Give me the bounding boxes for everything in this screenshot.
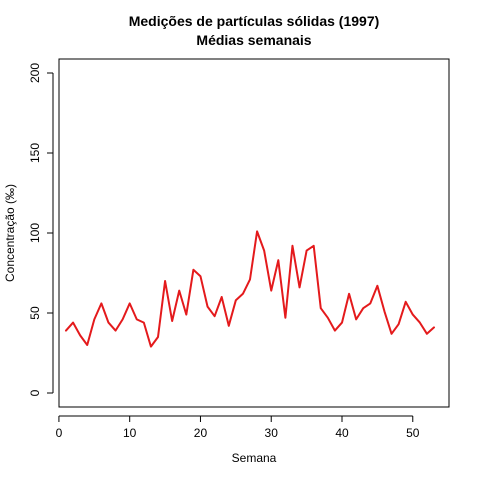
plot-frame <box>58 58 450 408</box>
y-tick-label: 100 <box>28 223 42 243</box>
x-tick-label: 0 <box>56 426 63 440</box>
x-tick-label: 10 <box>123 426 137 440</box>
x-axis: 0 10 20 30 40 50 <box>56 415 420 440</box>
series-layer <box>65 230 435 348</box>
x-axis-label: Semana <box>232 451 277 465</box>
chart-title: Medições de partículas sólidas (1997) <box>129 13 380 29</box>
x-tick-label: 50 <box>406 426 420 440</box>
y-tick-label: 0 <box>28 389 42 396</box>
x-tick-label: 40 <box>335 426 349 440</box>
chart-subtitle: Médias semanais <box>196 32 311 48</box>
y-tick-label: 200 <box>28 63 42 83</box>
y-axis-label: Concentração (‰) <box>3 184 17 282</box>
series-line <box>65 230 435 348</box>
y-tick-label: 50 <box>28 306 42 320</box>
x-tick-label: 20 <box>194 426 208 440</box>
y-tick-label: 150 <box>28 143 42 163</box>
x-tick-label: 30 <box>265 426 279 440</box>
y-axis: 0 50 100 150 200 <box>28 63 54 396</box>
